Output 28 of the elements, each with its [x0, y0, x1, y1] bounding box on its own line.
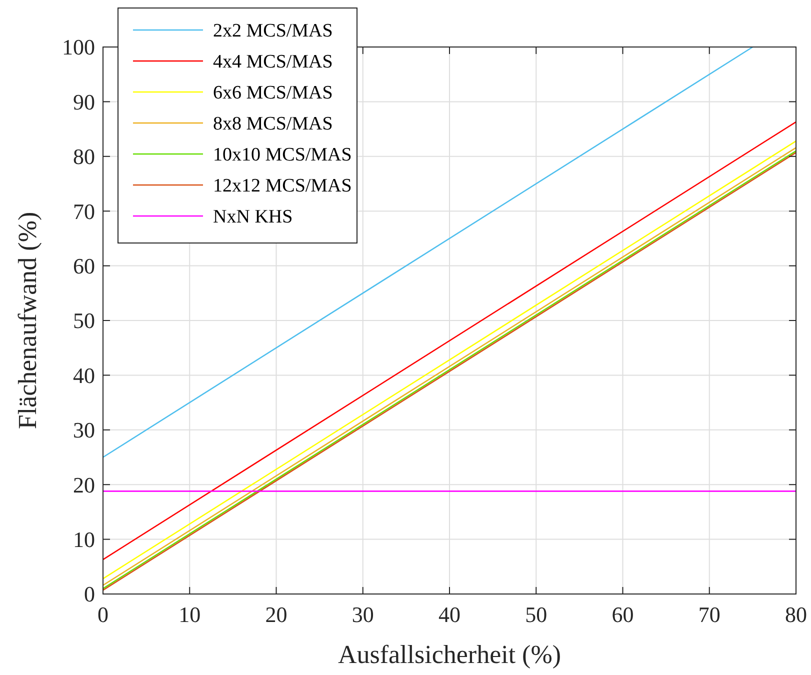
- y-tick-label: 0: [84, 582, 95, 607]
- x-tick-label: 10: [178, 602, 201, 627]
- y-tick-label: 10: [73, 527, 95, 552]
- y-tick-label: 90: [73, 89, 95, 114]
- legend-label: 10x10 MCS/MAS: [213, 144, 352, 166]
- y-tick-label: 20: [73, 472, 95, 498]
- legend-label: 2x2 MCS/MAS: [213, 20, 333, 42]
- x-tick-label: 70: [698, 602, 720, 627]
- x-tick-label: 60: [612, 602, 634, 627]
- y-tick-label: 30: [73, 418, 95, 443]
- legend-label: 6x6 MCS/MAS: [213, 82, 333, 104]
- legend-label: NxN KHS: [213, 206, 293, 228]
- x-tick-label: 30: [352, 602, 374, 627]
- x-tick-label: 20: [265, 602, 288, 627]
- x-tick-label: 80: [785, 602, 807, 627]
- legend-label: 8x8 MCS/MAS: [213, 114, 333, 135]
- y-tick-label: 50: [73, 308, 95, 334]
- y-tick-label: 40: [73, 362, 95, 388]
- y-axis-title: Flächenaufwand (%): [13, 212, 42, 430]
- x-tick-label: 50: [525, 602, 548, 627]
- x-axis-title: Ausfallsicherheit (%): [338, 640, 562, 669]
- y-tick-label: 100: [62, 34, 95, 60]
- y-tick-label: 60: [73, 254, 95, 278]
- y-tick-label: 80: [73, 144, 95, 170]
- y-tick-label: 70: [73, 198, 95, 224]
- legend-label: 12x12 MCS/MAS: [213, 176, 352, 197]
- legend-label: 4x4 MCS/MAS: [213, 52, 333, 73]
- x-tick-label: 40: [438, 602, 460, 627]
